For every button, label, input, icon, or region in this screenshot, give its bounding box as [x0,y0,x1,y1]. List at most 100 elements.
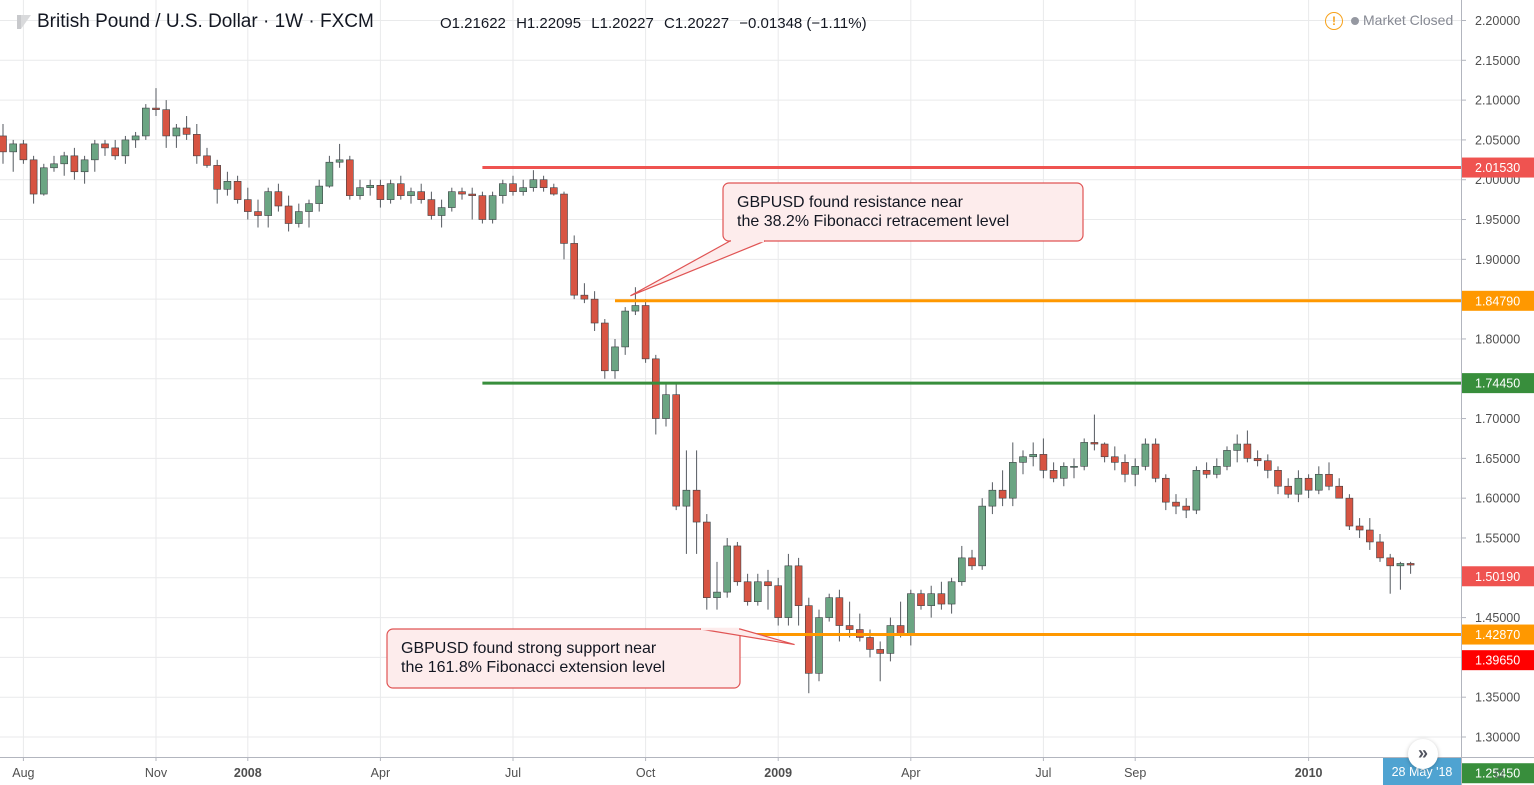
candle-body [1345,497,1354,527]
price-tag-bg [1462,290,1534,311]
callout-box [722,182,1084,242]
price-tick-label: 1.55000 [1475,531,1520,545]
candle-body [600,322,609,372]
candle-body [764,581,772,587]
price-tag-label: 1.50190 [1475,570,1520,584]
callout-pointer [630,240,766,297]
candle-body [713,591,721,598]
candles [0,88,1415,694]
candle-body [1080,442,1088,467]
candle-body [784,565,793,618]
candle-body [845,625,854,630]
price-tick-label: 2.15000 [1475,54,1520,68]
double-chevron-right-icon: » [1417,743,1428,763]
candle-body [866,637,874,650]
candle-body [396,183,405,196]
candle-body [172,127,181,137]
candle-body [1029,454,1037,458]
price-tick-label: 2.20000 [1475,14,1520,28]
candle-body [142,107,150,137]
candle-body [1325,473,1333,487]
candle-body [427,199,436,216]
candle-body [1141,443,1150,467]
candle-body [1039,454,1048,471]
time-tick-label: Sep [1124,766,1146,780]
candle-body [437,207,446,216]
time-tick-label: Apr [901,766,920,780]
candle-body [366,184,375,188]
candle-body [743,581,752,602]
candle-body [39,167,48,195]
candle-body [1213,466,1221,475]
candle-body [1090,442,1099,445]
price-tag-label: 1.25450 [1475,767,1520,781]
price-tick-label: 2.10000 [1475,94,1520,108]
candle-body [1182,505,1190,511]
candle-body [447,191,456,208]
price-tag-label: 2.01530 [1475,161,1520,175]
candle-body [549,187,558,195]
time-axis-bg [0,757,1461,785]
candle-body [774,585,783,618]
candle-body [906,593,915,634]
price-tag-bg [1462,373,1534,394]
price-tick-label: 1.65000 [1475,452,1520,466]
annotations: GBPUSD found resistance near the 38.2% Fi… [386,182,1084,689]
time-tick-label: 2010 [1295,766,1323,780]
time-axis: Aug Nov 2008 Apr Jul Oct 2009 Apr Jul Sep 2010 28 M… [0,757,1534,785]
candle-body [611,346,619,372]
candle-body [1335,485,1343,499]
time-tick-label: Jul [505,766,521,780]
candle-body [1376,541,1384,559]
candle-body [315,185,324,204]
candle-body [621,310,630,348]
candle-body [1131,466,1139,475]
candle-body [1223,450,1231,467]
gear-icon[interactable]: ☼ [1490,762,1508,782]
candle-body [733,545,742,583]
price-tag-label: 1.74450 [1475,377,1520,391]
candle-body [233,181,242,200]
callout-text: GBPUSD found strong support near [401,640,657,657]
candle-body [1253,458,1262,462]
scroll-to-realtime-button[interactable]: » [1408,739,1438,769]
candle-body [702,521,711,598]
time-tick-label: Oct [636,766,656,780]
price-axis: 2.200002.150002.100002.050002.000001.950… [1461,0,1534,785]
candle-body [1284,485,1292,495]
candle-body [50,163,58,169]
candle-body [203,155,211,166]
time-tick-label: Nov [145,766,168,780]
candle-body [193,134,201,157]
annotation-callout: GBPUSD found resistance near the 38.2% Fi… [630,182,1084,297]
candle-body [509,183,517,192]
candle-body [876,649,885,654]
callout-text: the 38.2% Fibonacci retracement level [737,213,1009,230]
candle-body [978,505,987,567]
price-tick-label: 1.90000 [1475,253,1520,267]
time-tick-label: 2009 [764,766,792,780]
time-tick-label: Apr [371,766,390,780]
candle-body [570,243,579,296]
candle-body [274,191,283,207]
candle-body [284,205,293,224]
candle-body [121,139,130,157]
candle-body [80,159,89,173]
annotation-callout: GBPUSD found strong support near the 161.… [386,627,795,689]
candle-body [1172,501,1180,507]
candle-body [896,625,905,634]
candle-body [998,489,1007,499]
candle-body [886,625,895,654]
candle-body [1151,443,1160,479]
candle-body [804,605,813,674]
candle-body [1121,462,1129,475]
price-tick-label: 1.30000 [1475,731,1520,745]
candle-body [305,203,313,212]
candle-body [131,135,140,141]
price-tag-label: 1.39650 [1475,654,1520,668]
time-tick-label: 2008 [234,766,262,780]
candle-body [488,195,497,220]
candle-body [835,597,844,626]
price-tick-label: 1.60000 [1475,492,1520,506]
